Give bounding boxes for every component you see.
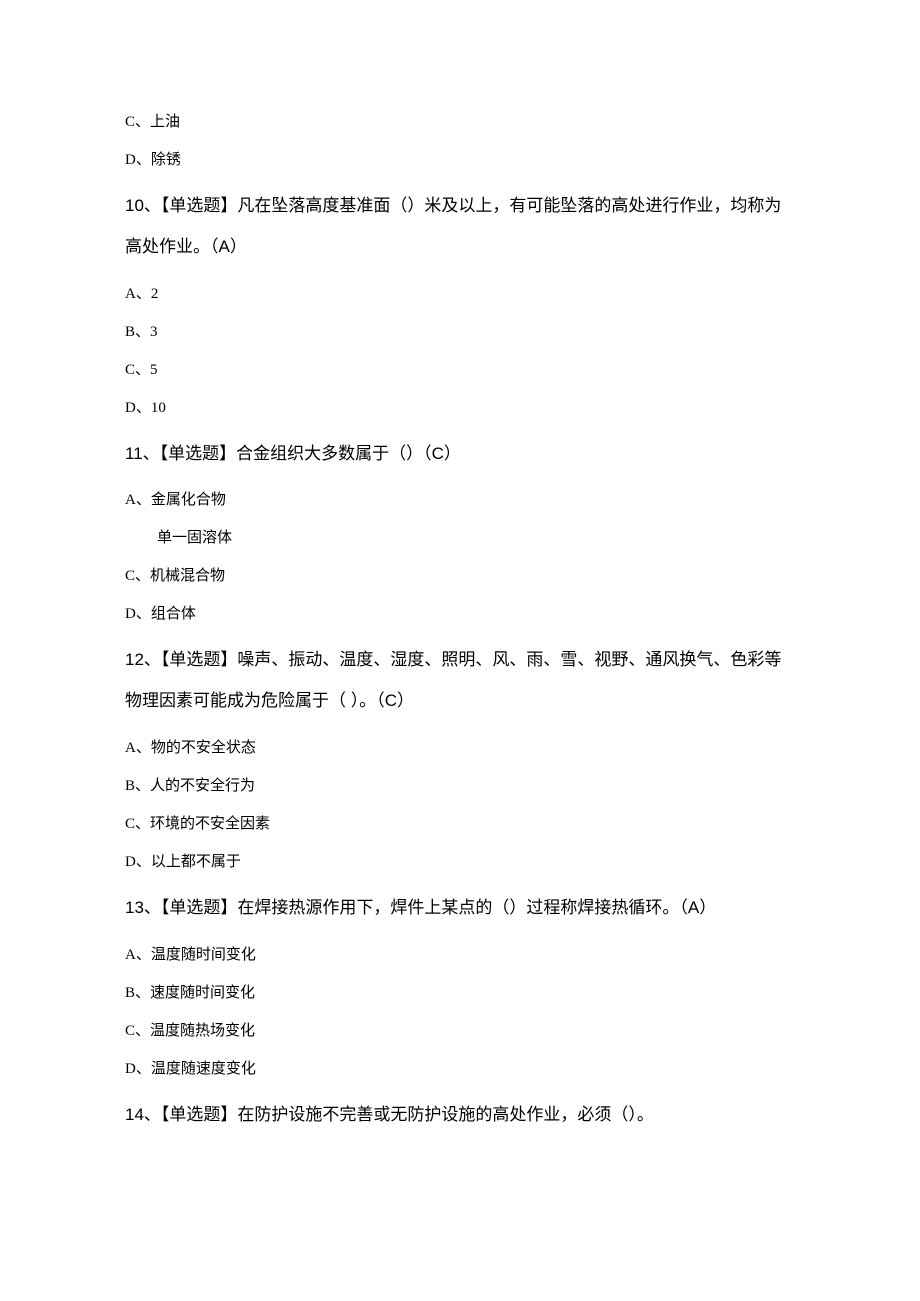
q12-option-c: C、环境的不安全因素	[125, 812, 795, 836]
q12-option-a: A、物的不安全状态	[125, 736, 795, 760]
q10-option-d: D、10	[125, 396, 795, 420]
q13-option-b: B、速度随时间变化	[125, 981, 795, 1005]
q13-option-c: C、温度随热场变化	[125, 1019, 795, 1043]
q11-option-d: D、组合体	[125, 602, 795, 626]
q10-option-c: C、5	[125, 358, 795, 382]
q13-option-d: D、温度随速度变化	[125, 1057, 795, 1081]
q12-option-d: D、以上都不属于	[125, 850, 795, 874]
q14-question: 14、【单选题】在防护设施不完善或无防护设施的高处作业，必须（）。	[125, 1095, 795, 1136]
q11-option-c: C、机械混合物	[125, 564, 795, 588]
q10-question: 10、【单选题】凡在坠落高度基准面（）米及以上，有可能坠落的高处进行作业，均称为…	[125, 186, 795, 268]
q12-question: 12、【单选题】噪声、振动、温度、湿度、照明、风、雨、雪、视野、通风换气、色彩等…	[125, 640, 795, 722]
q11-option-b: 单一固溶体	[125, 526, 795, 550]
q11-question: 11、【单选题】合金组织大多数属于（）（C）	[125, 434, 795, 475]
q10-option-b: B、3	[125, 320, 795, 344]
q13-option-a: A、温度随时间变化	[125, 943, 795, 967]
q10-option-a: A、2	[125, 282, 795, 306]
q12-option-b: B、人的不安全行为	[125, 774, 795, 798]
q9-option-d: D、除锈	[125, 148, 795, 172]
q11-option-a: A、金属化合物	[125, 488, 795, 512]
q9-option-c: C、上油	[125, 110, 795, 134]
q13-question: 13、【单选题】在焊接热源作用下，焊件上某点的（）过程称焊接热循环。（A）	[125, 888, 795, 929]
